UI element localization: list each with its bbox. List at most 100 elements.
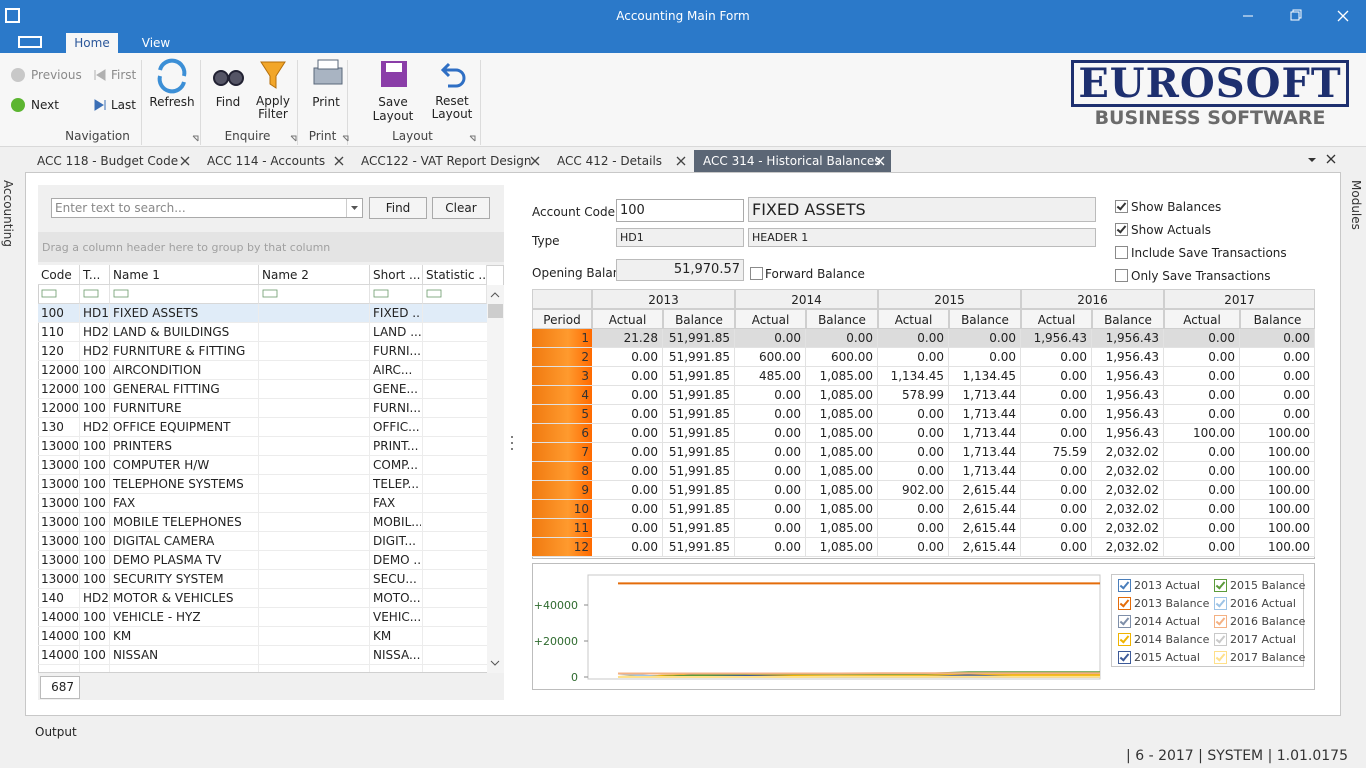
legend-label[interactable]: 2014 Actual — [1134, 614, 1214, 629]
ribbon-button[interactable]: Last — [111, 98, 151, 112]
ribbon-button[interactable]: Next — [31, 98, 91, 112]
column-header[interactable]: Name 2 — [259, 265, 370, 285]
legend-checkbox[interactable] — [1118, 579, 1131, 592]
grid-cell: 130 — [41, 418, 78, 437]
grid-cell: 110 — [41, 323, 78, 342]
column-header[interactable]: Statistic ... — [423, 265, 487, 285]
balance-cell: 0.00 — [1240, 367, 1315, 386]
ribbon-button[interactable]: Reset Layout — [430, 95, 474, 121]
label-account-code: Account Code — [532, 204, 612, 220]
grid-cell: 130003 — [41, 475, 78, 494]
ribbon-button[interactable]: First — [111, 68, 151, 82]
column-header[interactable]: T... — [80, 265, 110, 285]
document-tab-label[interactable]: ACC 118 - Budget Code — [37, 150, 175, 172]
ribbon-tab[interactable]: Home — [66, 33, 118, 53]
document-tab-label[interactable]: ACC 114 - Accounts — [207, 150, 329, 172]
forward-balance-checkbox[interactable] — [750, 267, 763, 280]
legend-checkbox[interactable] — [1214, 651, 1227, 664]
legend-label[interactable]: 2013 Balance — [1134, 596, 1214, 611]
document-tab-label[interactable]: ACC 314 - Historical Balances — [703, 150, 870, 172]
option-checkbox[interactable] — [1115, 246, 1128, 259]
balance-cell: 2,615.44 — [949, 538, 1021, 557]
option-checkbox[interactable] — [1115, 200, 1128, 213]
window-title: Accounting Main Form — [0, 3, 1366, 29]
filter-cell — [38, 285, 80, 304]
legend-checkbox[interactable] — [1214, 615, 1227, 628]
legend-checkbox[interactable] — [1118, 615, 1131, 628]
search-input[interactable]: Enter text to search... — [51, 198, 363, 218]
legend-checkbox[interactable] — [1118, 597, 1131, 610]
legend-checkbox[interactable] — [1214, 597, 1227, 610]
ribbon-tab[interactable]: View — [130, 33, 182, 53]
scroll-thumb[interactable] — [488, 304, 503, 318]
grid-cell: HD2 — [83, 342, 108, 361]
column-header[interactable]: Code — [38, 265, 80, 285]
balance-cell: 0.00 — [878, 348, 949, 367]
document-tab-label[interactable]: ACC 412 - Details — [557, 150, 671, 172]
balance-cell: 1,956.43 — [1092, 405, 1164, 424]
ribbon-button[interactable]: Refresh — [147, 95, 197, 109]
balance-cell: 0.00 — [1164, 443, 1240, 462]
clear-button[interactable]: Clear — [432, 197, 490, 219]
option-label[interactable]: Show Actuals — [1131, 222, 1291, 238]
balance-cell: 0.00 — [735, 538, 806, 557]
legend-label[interactable]: 2015 Balance — [1230, 578, 1310, 593]
search-dropdown[interactable] — [346, 199, 362, 217]
balance-cell: 0.00 — [735, 424, 806, 443]
ribbon-button[interactable]: Previous — [31, 68, 91, 82]
balance-cell: 0.00 — [878, 329, 949, 348]
grid-cell: HD2 — [83, 323, 108, 342]
option-checkbox[interactable] — [1115, 269, 1128, 282]
grid-cell: 140001 — [41, 608, 78, 627]
legend-label[interactable]: 2016 Actual — [1230, 596, 1310, 611]
balance-cell: 1,085.00 — [806, 424, 878, 443]
side-label-left[interactable]: Accounting — [1, 180, 15, 240]
option-label[interactable]: Only Save Transactions — [1131, 268, 1291, 284]
grid-cell: SECU... — [373, 570, 421, 589]
ribbon-group-label: Layout — [355, 129, 470, 143]
legend-checkbox[interactable] — [1118, 633, 1131, 646]
ribbon-button[interactable]: Apply Filter — [250, 95, 296, 121]
legend-label[interactable]: 2016 Balance — [1230, 614, 1310, 629]
legend-label[interactable]: 2017 Actual — [1230, 632, 1310, 647]
ribbon-button[interactable]: Find — [208, 95, 248, 109]
balance-cell: 0.00 — [1240, 329, 1315, 348]
filter-cell — [80, 285, 110, 304]
column-header[interactable]: Name 1 — [110, 265, 259, 285]
legend-checkbox[interactable] — [1118, 651, 1131, 664]
check-mark — [1120, 615, 1130, 625]
ribbon-button[interactable]: Print — [306, 95, 346, 109]
side-label-bottom[interactable]: Output — [35, 724, 115, 740]
legend-label[interactable]: 2013 Actual — [1134, 578, 1214, 593]
grid-cell: AIRCONDITION — [113, 361, 257, 380]
ribbon-button[interactable]: Save Layout — [356, 95, 430, 123]
balance-cell: 51,991.85 — [663, 329, 735, 348]
ribbon-menu-button[interactable] — [18, 36, 42, 48]
forward-balance-label[interactable]: Forward Balance — [765, 266, 865, 282]
balance-cell: 0.00 — [735, 443, 806, 462]
balance-cell: 902.00 — [878, 481, 949, 500]
balance-cell: 0.00 — [1240, 386, 1315, 405]
grid-cell: 140 — [41, 589, 78, 608]
legend-label[interactable]: 2017 Balance — [1230, 650, 1310, 665]
legend-checkbox[interactable] — [1214, 633, 1227, 646]
account-code-input[interactable]: 100 — [616, 199, 744, 222]
group-hint: Drag a column header here to group by th… — [42, 240, 502, 256]
grid-cell: DIGITAL CAMERA — [113, 532, 257, 551]
logo-name: EUROSOFT — [1071, 60, 1349, 107]
balance-cell: 0.00 — [735, 462, 806, 481]
grid-cell: KM — [113, 627, 257, 646]
document-tab-label[interactable]: ACC122 - VAT Report Design — [361, 150, 525, 172]
find-button[interactable]: Find — [369, 197, 427, 219]
option-label[interactable]: Show Balances — [1131, 199, 1291, 215]
legend-checkbox[interactable] — [1214, 579, 1227, 592]
side-label-right[interactable]: Modules — [1349, 180, 1363, 240]
option-checkbox[interactable] — [1115, 223, 1128, 236]
column-header[interactable]: Short ... — [370, 265, 423, 285]
period-cell: 11 — [532, 519, 592, 538]
option-label[interactable]: Include Save Transactions — [1131, 245, 1291, 261]
balance-cell: 1,956.43 — [1092, 348, 1164, 367]
legend-label[interactable]: 2015 Actual — [1134, 650, 1214, 665]
legend-label[interactable]: 2014 Balance — [1134, 632, 1214, 647]
